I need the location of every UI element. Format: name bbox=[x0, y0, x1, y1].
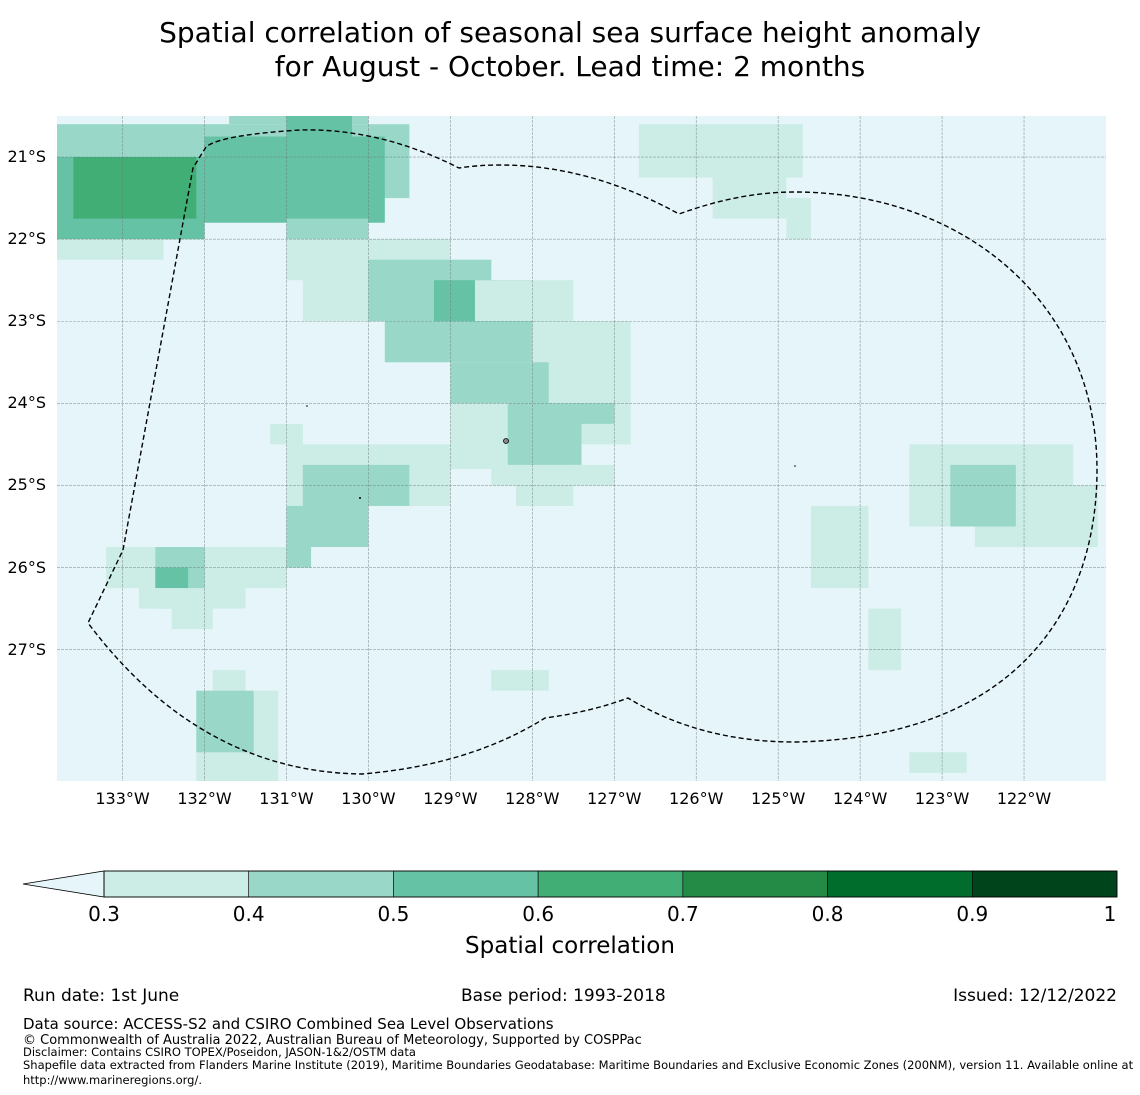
longitude-label: 133°W bbox=[95, 789, 150, 808]
graticule bbox=[57, 116, 1106, 781]
colorbar-segment bbox=[971, 870, 1118, 898]
data-source: Data source: ACCESS-S2 and CSIRO Combine… bbox=[23, 1015, 554, 1033]
latitude-label: 26°S bbox=[7, 557, 46, 577]
correlation-cell bbox=[507, 403, 582, 465]
correlation-cell bbox=[786, 198, 811, 240]
correlation-cell bbox=[212, 670, 246, 691]
map-plot bbox=[57, 116, 1106, 781]
correlation-cell bbox=[491, 464, 615, 486]
colorbar-segment bbox=[103, 870, 250, 898]
eez-boundary bbox=[87, 129, 1098, 775]
issued-date: Issued: 12/12/2022 bbox=[953, 986, 1117, 1006]
colorbar-segment bbox=[827, 870, 973, 898]
island-marker bbox=[359, 497, 361, 499]
correlation-cell bbox=[810, 505, 869, 589]
longitude-label: 122°W bbox=[996, 789, 1052, 808]
longitude-label: 126°W bbox=[669, 789, 724, 808]
colorbar-extend-arrow bbox=[22, 870, 105, 898]
longitude-label: 130°W bbox=[341, 789, 396, 808]
correlation-cell bbox=[57, 239, 164, 260]
correlation-cell bbox=[515, 485, 574, 506]
colorbar-tick-label: 0.4 bbox=[232, 902, 265, 926]
correlation-cell bbox=[950, 464, 1016, 527]
colorbar-outline bbox=[103, 870, 1118, 898]
latitude-label: 24°S bbox=[7, 393, 46, 413]
correlation-cell bbox=[450, 362, 549, 404]
longitude-label: 129°W bbox=[423, 789, 478, 808]
colorbar-tick-label: 0.3 bbox=[88, 902, 120, 926]
colorbar-segments bbox=[103, 870, 1118, 898]
correlation-cell bbox=[286, 526, 312, 568]
colorbar-tick-label: 0.8 bbox=[811, 902, 844, 926]
latitude-label: 22°S bbox=[7, 229, 46, 249]
longitude-label: 131°W bbox=[259, 789, 314, 808]
disclaimer: Disclaimer: Contains CSIRO TOPEX/Poseido… bbox=[23, 1045, 416, 1059]
latitude-label: 21°S bbox=[7, 147, 46, 167]
correlation-cell bbox=[474, 280, 574, 322]
shapefile-credit: Shapefile data extracted from Flanders M… bbox=[23, 1058, 1134, 1087]
correlation-cell bbox=[286, 218, 369, 240]
longitude-label: 127°W bbox=[587, 789, 642, 808]
copyright: © Commonwealth of Australia 2022, Austra… bbox=[23, 1033, 642, 1048]
latitude-label: 27°S bbox=[7, 639, 46, 659]
run-date: Run date: 1st June bbox=[23, 986, 180, 1006]
colorbar-tick-label: 0.6 bbox=[522, 902, 555, 926]
colorbar-segment bbox=[393, 870, 539, 898]
colorbar-tick-label: 0.9 bbox=[956, 902, 989, 926]
correlation-cell bbox=[573, 403, 615, 424]
correlation-cell bbox=[286, 116, 353, 158]
correlation-cell bbox=[155, 567, 189, 589]
colorbar-tick-label: 0.5 bbox=[377, 902, 410, 926]
correlation-cell bbox=[138, 588, 246, 609]
longitude-label: 132°W bbox=[177, 789, 232, 808]
colorbar-tick-label: 0.7 bbox=[666, 902, 699, 926]
correlation-cell bbox=[712, 157, 787, 219]
island-markers bbox=[306, 405, 796, 499]
colorbar-label: Spatial correlation bbox=[465, 933, 675, 959]
colorbar-tick-label: 1 bbox=[1103, 902, 1117, 926]
island-marker bbox=[794, 465, 796, 467]
latitude-label: 23°S bbox=[7, 311, 46, 331]
correlation-cell bbox=[909, 752, 967, 773]
map-title-line2: for August - October. Lead time: 2 month… bbox=[274, 50, 866, 83]
correlation-cell bbox=[196, 690, 254, 753]
longitude-label: 124°W bbox=[832, 789, 888, 808]
longitude-label: 128°W bbox=[505, 789, 560, 808]
longitude-label: 123°W bbox=[914, 789, 970, 808]
colorbar-segment bbox=[682, 870, 828, 898]
island-marker bbox=[503, 438, 509, 444]
correlation-cell bbox=[384, 321, 549, 363]
base-period: Base period: 1993-2018 bbox=[461, 986, 666, 1006]
colorbar-segment bbox=[248, 870, 394, 898]
latitude-label: 25°S bbox=[7, 475, 46, 495]
correlation-cell bbox=[868, 608, 902, 671]
correlation-cell bbox=[73, 157, 197, 219]
correlation-cell bbox=[491, 670, 549, 691]
colorbar bbox=[22, 870, 1118, 898]
island-marker bbox=[306, 405, 308, 407]
longitude-label: 125°W bbox=[751, 789, 806, 808]
colorbar-segment bbox=[537, 870, 684, 898]
correlation-cell bbox=[171, 608, 213, 630]
map-title-line1: Spatial correlation of seasonal sea surf… bbox=[159, 16, 981, 49]
